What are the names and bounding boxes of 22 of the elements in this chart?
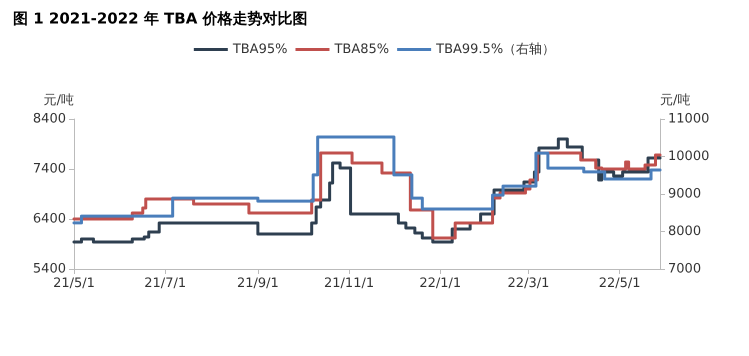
y2-tick-label: 7000 bbox=[668, 262, 702, 276]
legend-label: TBA95% bbox=[232, 42, 288, 57]
x-tick-label: 21/5/1 bbox=[53, 276, 95, 291]
y-axis-title: 元/吨 bbox=[44, 93, 74, 108]
y-tick-label: 5400 bbox=[32, 262, 66, 276]
x-tick-label: 22/3/1 bbox=[508, 276, 550, 291]
y2-tick-label: 9000 bbox=[668, 186, 702, 202]
y-tick-label: 7400 bbox=[32, 162, 66, 176]
y-tick-label: 8400 bbox=[32, 112, 66, 126]
chart-title: 图 1 2021-2022 年 TBA 价格走势对比图 bbox=[13, 10, 308, 28]
legend-label: TBA99.5%（右轴） bbox=[435, 42, 556, 57]
x-tick-label: 21/9/1 bbox=[236, 276, 279, 291]
legend-label: TBA85% bbox=[333, 42, 390, 57]
y2-axis-title: 元/吨 bbox=[660, 93, 690, 108]
y2-tick-label: 8000 bbox=[668, 224, 702, 239]
y2-tick-label: 10000 bbox=[668, 149, 710, 164]
y2-tick-label: 11000 bbox=[668, 112, 710, 126]
y-tick-label: 6400 bbox=[32, 212, 66, 226]
x-tick-label: 22/1/1 bbox=[419, 276, 462, 291]
x-tick-label: 21/11/1 bbox=[324, 276, 374, 291]
x-tick-label: 21/7/1 bbox=[144, 276, 186, 291]
x-tick-label: 22/5/1 bbox=[598, 276, 641, 291]
